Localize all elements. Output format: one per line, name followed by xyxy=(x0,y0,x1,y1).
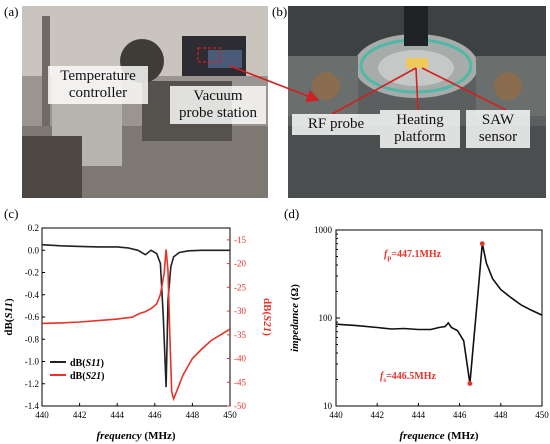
chart-c-ytick-label-left: 0.0 xyxy=(28,245,40,255)
chart-d-xtick-label: 442 xyxy=(370,410,384,420)
annotation-fs: fs=446.5MHz xyxy=(380,371,436,384)
chart-c-ytick-label-right: -25 xyxy=(234,282,246,292)
chart-d-ytick-label: 10 xyxy=(323,401,333,411)
chart-c-ytick-label-left: -0.8 xyxy=(25,334,40,344)
chart-d-ylabel: impedance (Ω) xyxy=(289,284,301,352)
chart-c-ytick-label-right: -35 xyxy=(234,330,246,340)
callout-rf-probe: RF probe xyxy=(292,114,380,135)
callout-heating-line2: platform xyxy=(394,129,446,145)
chart-c-xtick-label: 444 xyxy=(110,410,124,420)
chart-c-ytick-label-right: -20 xyxy=(234,259,246,269)
chart-s-parameters: 440 442 444 446 448 450 -1.4 -1.2 -1.0 -0.8 -0.6 -0… xyxy=(3,223,273,442)
callout-saw-sensor: SAW sensor xyxy=(466,110,530,148)
chart-c-ylabel-right: dB(S21) xyxy=(261,298,273,336)
chart-c-ytick-label-right: -45 xyxy=(234,377,246,387)
chart-d-xtick-label: 450 xyxy=(535,410,549,420)
chart-c-xtick-label: 448 xyxy=(186,410,200,420)
chart-d-ytick-label: 100 xyxy=(319,313,333,323)
chart-d-xtick-label: 440 xyxy=(329,410,343,420)
chart-c-ytick-label-right: -50 xyxy=(234,401,246,411)
chart-c-ytick-label-left: -1.4 xyxy=(25,401,40,411)
photo-probe-station: RF probe Heating platform SAW sensor xyxy=(288,6,546,198)
callout-saw-line1: SAW xyxy=(481,112,515,128)
callout-heating-platform: Heating platform xyxy=(380,110,460,148)
chart-c-ytick-label-left: -0.2 xyxy=(25,268,39,278)
callout-temperature-line1: Temperature xyxy=(60,68,136,84)
panel-label-c: (c) xyxy=(4,206,19,221)
chart-c-ytick-label-left: -0.6 xyxy=(25,312,40,322)
chart-d-xtick-label: 446 xyxy=(453,410,467,420)
chart-c-xtick-label: 446 xyxy=(148,410,162,420)
callout-saw-line2: sensor xyxy=(478,129,518,145)
chart-c-ytick-label-right: -40 xyxy=(234,354,246,364)
callout-heating-line1: Heating xyxy=(396,112,444,128)
callout-vacuum-line2: probe station xyxy=(179,105,257,121)
legend-s21-label: dB(S21) xyxy=(70,371,104,382)
panel-label-d: (d) xyxy=(284,206,300,221)
chart-c-ytick-label-left: 0.2 xyxy=(28,223,39,233)
marker-fs xyxy=(467,381,473,386)
callout-rf-probe-text: RF probe xyxy=(307,116,365,132)
photo-probe-station-drawing xyxy=(288,6,546,198)
chart-c-ytick-label-right: -15 xyxy=(234,235,246,245)
chart-c-xtick-label: 450 xyxy=(223,410,237,420)
chart-c-ytick-label-right: -30 xyxy=(234,306,246,316)
marker-fp xyxy=(479,241,485,247)
chart-d-ytick-label: 1000 xyxy=(314,225,333,235)
chart-c-xtick-label: 440 xyxy=(35,410,49,420)
callout-vacuum-line1: Vacuum xyxy=(193,88,243,104)
callout-temperature-line2: controller xyxy=(68,85,128,101)
chart-d-xlabel: frequence (MHz) xyxy=(399,430,478,442)
callout-temperature-controller: Temperature controller xyxy=(48,66,148,104)
panel-label-b: (b) xyxy=(272,4,288,19)
series-impedance-line xyxy=(335,243,543,384)
photo-lab-setup: Temperature controller Vacuum probe stat… xyxy=(22,6,268,198)
chart-c-ytick-label-left: -1.2 xyxy=(25,379,39,389)
series-s11-line xyxy=(41,243,230,388)
series-s21-line xyxy=(41,249,231,402)
legend-s11-label: dB(S11) xyxy=(70,358,104,369)
chart-c-xlabel: frequency (MHz) xyxy=(96,430,175,442)
chart-c-xtick-label: 442 xyxy=(73,410,87,420)
connector-arrow xyxy=(229,65,320,102)
panel-label-a: (a) xyxy=(4,4,19,19)
chart-c-ytick-label-left: -0.4 xyxy=(25,290,40,300)
chart-c-ylabel-left: dB(S11) xyxy=(3,298,15,336)
callout-vacuum-probe-station: Vacuum probe station xyxy=(170,86,266,124)
chart-c-ytick-label-left: -1.0 xyxy=(25,357,40,367)
chart-d-xtick-label: 448 xyxy=(494,410,508,420)
annotation-fp: fp=447.1MHz xyxy=(384,249,442,262)
chart-d-xtick-label: 444 xyxy=(412,410,426,420)
